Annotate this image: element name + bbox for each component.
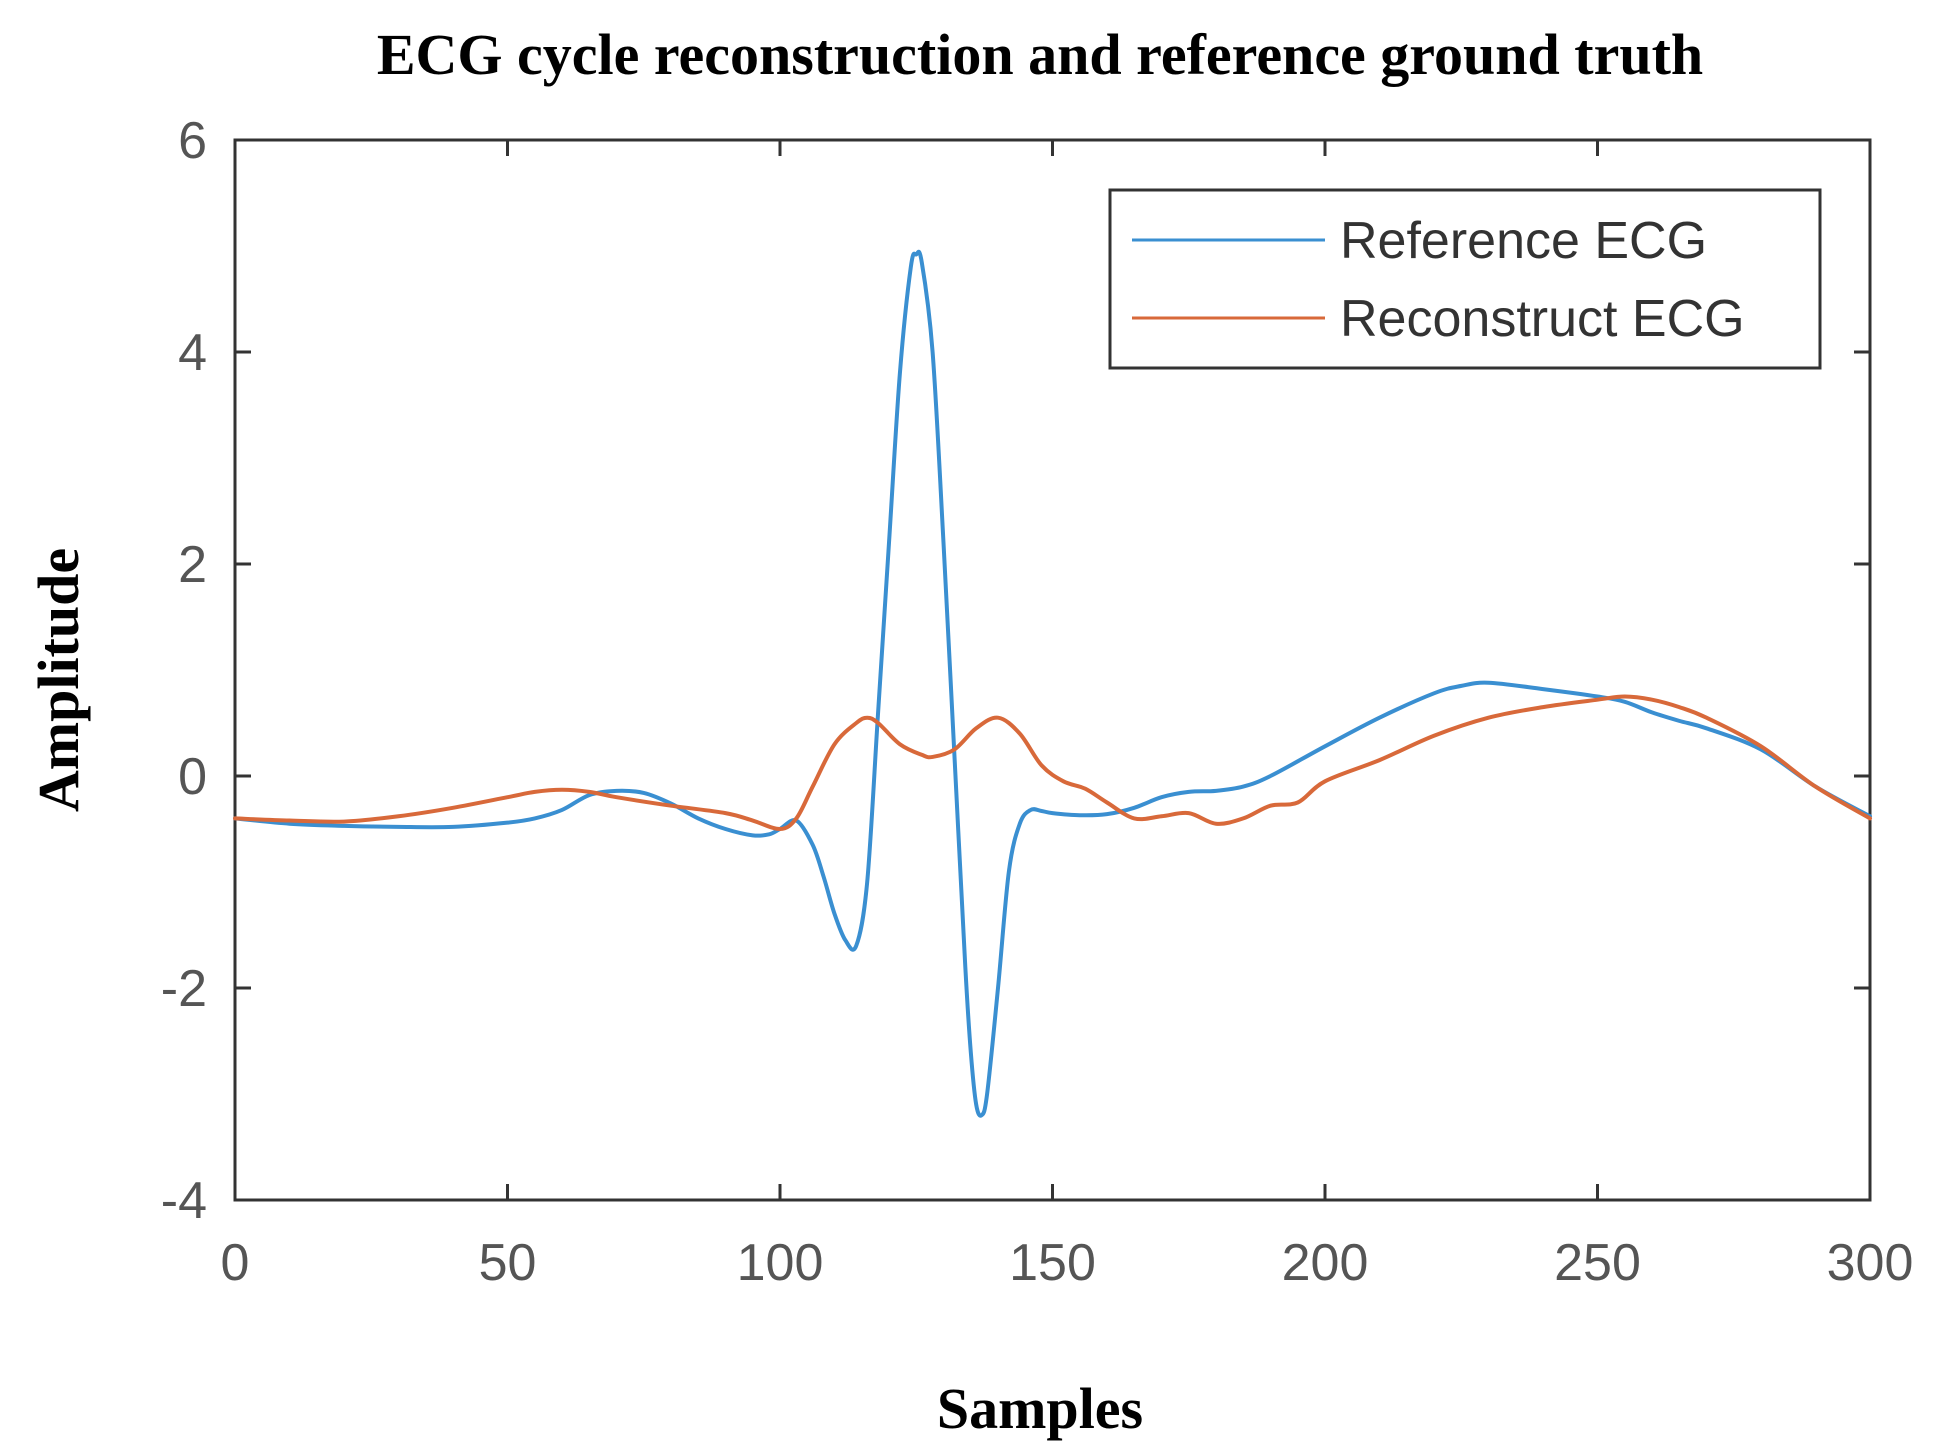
series-line-reconstruct-ecg <box>233 694 1872 831</box>
x-tick-label: 0 <box>221 1234 250 1292</box>
plot-area: 0 50 100 150 200 250 300 -4 -2 0 2 4 6 <box>161 112 1914 1292</box>
series-line-reference-ecg <box>233 249 1872 1118</box>
x-tick-labels: 0 50 100 150 200 250 300 <box>221 1234 1914 1292</box>
y-tick-labels: -4 -2 0 2 4 6 <box>161 112 207 1230</box>
axis-ticks <box>233 138 1872 1202</box>
series-lines <box>233 249 1872 1118</box>
x-tick-label: 300 <box>1827 1234 1914 1292</box>
legend-label-reference-ecg: Reference ECG <box>1340 212 1707 270</box>
y-tick-label: 2 <box>178 536 207 594</box>
legend: Reference ECG Reconstruct ECG <box>1108 188 1822 370</box>
x-tick-label: 100 <box>737 1234 824 1292</box>
chart-title: ECG cycle reconstruction and reference g… <box>377 22 1703 87</box>
x-tick-label: 200 <box>1282 1234 1369 1292</box>
y-tick-label: 6 <box>178 112 207 170</box>
x-tick-label: 150 <box>1009 1234 1096 1292</box>
y-tick-label: 4 <box>178 324 207 382</box>
x-axis-label: Samples <box>937 1376 1143 1441</box>
x-tick-label: 250 <box>1554 1234 1641 1292</box>
y-axis-label: Amplitude <box>26 548 91 812</box>
x-tick-label: 50 <box>479 1234 537 1292</box>
y-tick-label: -4 <box>161 1172 207 1230</box>
y-tick-label: 0 <box>178 748 207 806</box>
legend-box <box>1108 188 1822 370</box>
legend-label-reconstruct-ecg: Reconstruct ECG <box>1340 290 1745 348</box>
y-tick-label: -2 <box>161 960 207 1018</box>
